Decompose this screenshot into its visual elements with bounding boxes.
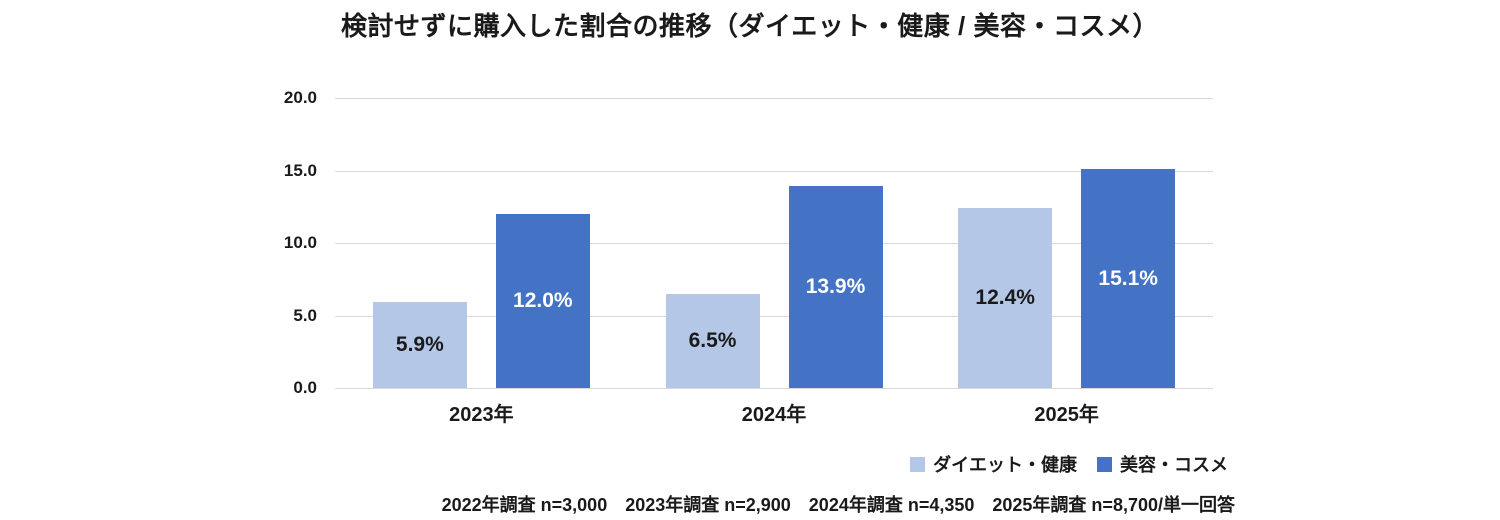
bar-label: 6.5% <box>688 328 737 352</box>
bar-label: 5.9% <box>395 333 444 357</box>
bar-group: 5.9% 12.0% <box>335 98 628 388</box>
y-tick-label: 15.0 <box>283 160 317 180</box>
bar-label: 15.1% <box>1098 266 1158 290</box>
x-tick-label: 2024年 <box>741 404 807 426</box>
y-tick-label: 10.0 <box>283 233 317 252</box>
legend-item: ダイエット・健康 <box>910 451 1077 477</box>
legend-item-label: 美容・コスメ <box>1120 455 1228 475</box>
legend-item-label: ダイエット・健康 <box>933 455 1077 475</box>
gridline <box>335 388 1213 389</box>
bar: 15.1% <box>1081 169 1176 388</box>
x-axis: 2023年 2024年 2025年 <box>335 398 1213 427</box>
bar-label: 12.4% <box>975 286 1035 310</box>
bar: 6.5% <box>665 293 760 388</box>
x-tick-label: 2025年 <box>1034 404 1099 426</box>
legend: ダイエット・健康 美容・コスメ <box>910 451 1228 477</box>
plot-area: 20.0 15.0 10.0 5.0 0.0 5.9% 12.0% 6.5% 13.9% 12.… <box>284 88 1213 397</box>
bar: 13.9% <box>788 186 883 388</box>
chart-title: 検討せずに購入した割合の推移（ダイエット・健康 / 美容・コスメ） <box>341 11 1159 41</box>
bar: 12.4% <box>958 208 1053 388</box>
gridline <box>335 170 1213 172</box>
legend-swatch-icon <box>910 456 926 472</box>
bar-group: 12.4% 15.1% <box>920 98 1213 388</box>
y-tick-label: 0.0 <box>293 378 317 397</box>
x-tick-label: 2023年 <box>449 404 514 426</box>
bar-label: 12.0% <box>513 289 573 312</box>
gridline <box>335 243 1213 244</box>
gridline <box>335 315 1213 317</box>
y-tick-label: 20.0 <box>283 88 317 107</box>
footer-note: 2022年調査 n=3,000 2023年調査 n=2,900 2024年調査 … <box>441 495 1235 515</box>
bar: 12.0% <box>495 214 590 388</box>
gridline <box>335 98 1213 99</box>
bar-group: 6.5% 13.9% <box>628 98 921 388</box>
y-tick-label: 5.0 <box>293 305 317 325</box>
legend-item: 美容・コスメ <box>1097 451 1228 477</box>
bar: 5.9% <box>372 302 467 388</box>
bar-label: 13.9% <box>805 275 866 299</box>
bar-groups: 5.9% 12.0% 6.5% 13.9% 12.4% 15.1% <box>335 98 1213 388</box>
legend-swatch-icon <box>1097 456 1112 472</box>
